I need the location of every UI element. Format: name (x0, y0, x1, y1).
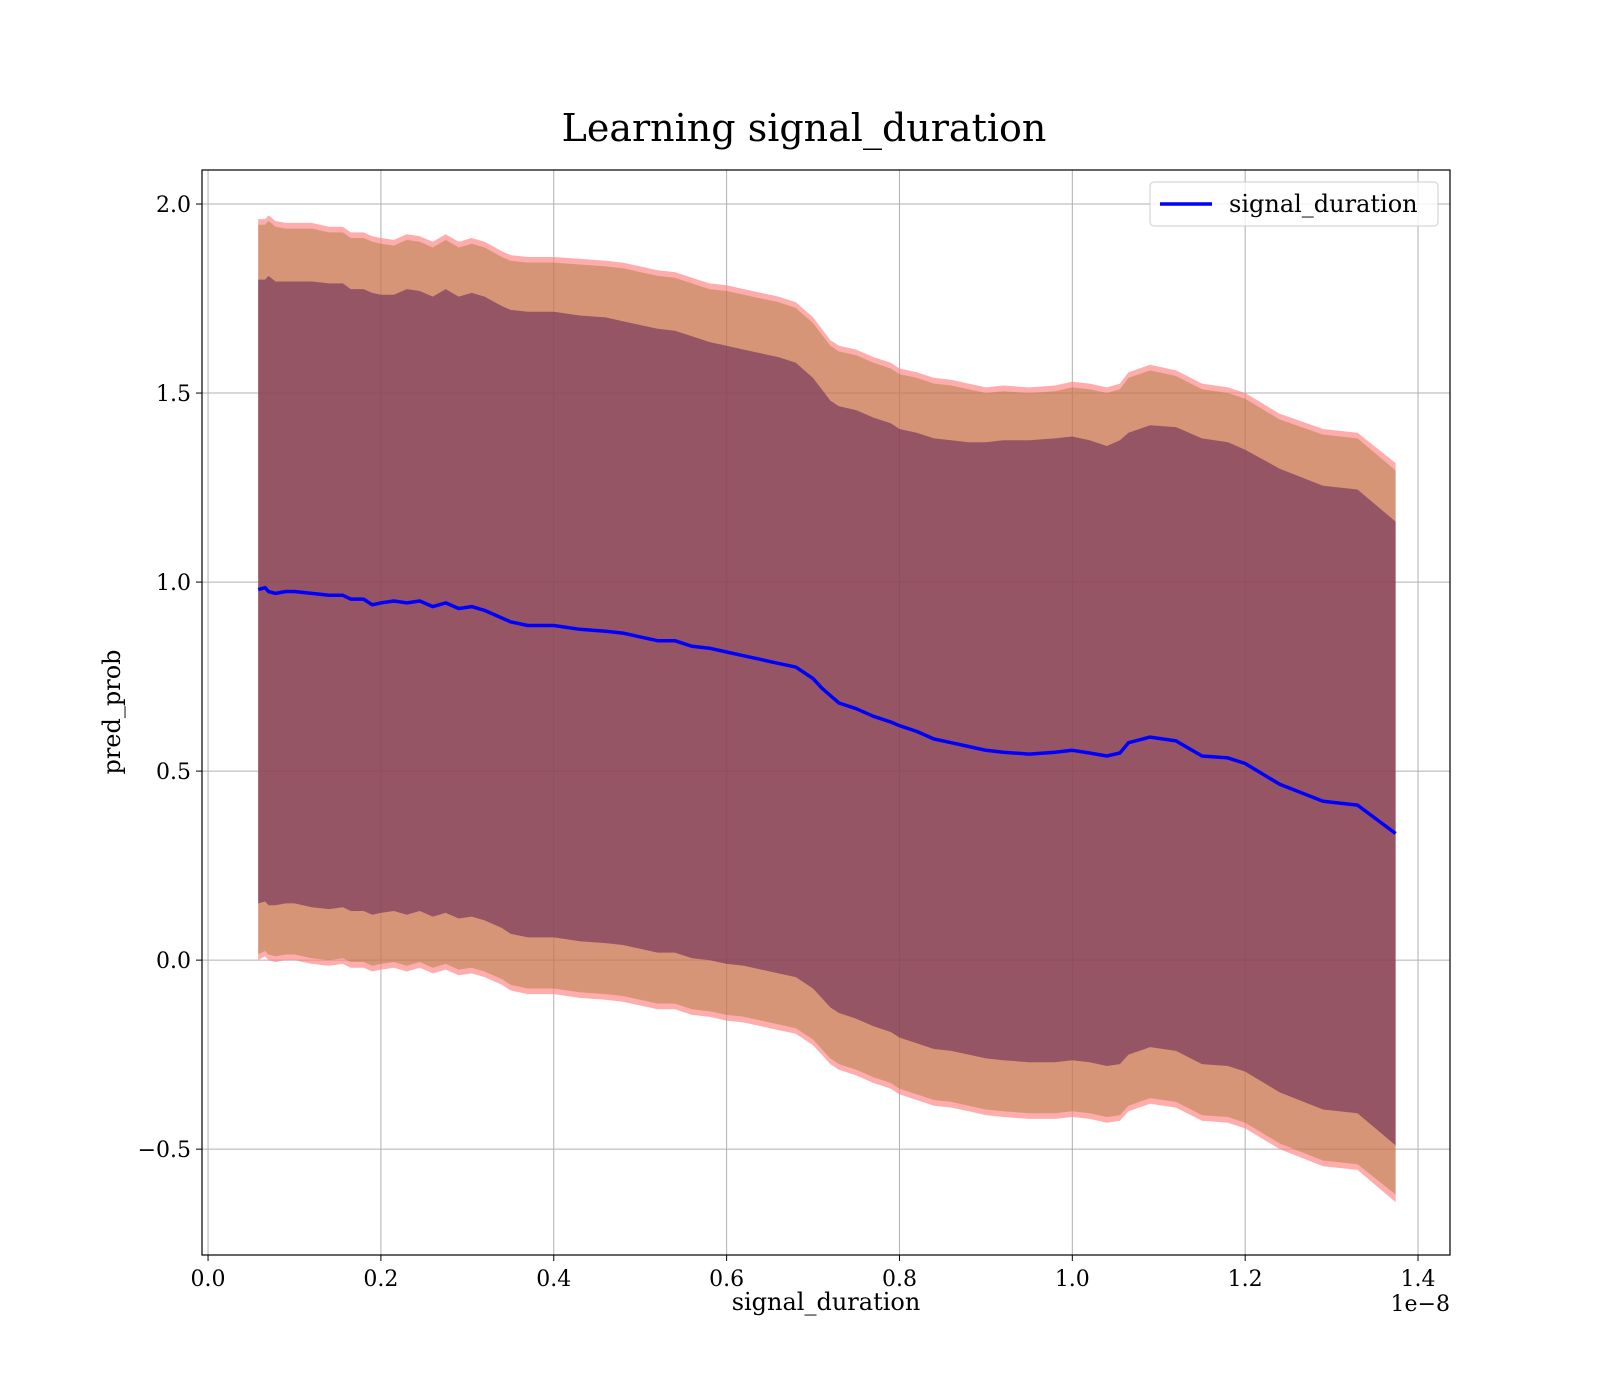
y-tick-label: 0.5 (156, 760, 191, 785)
x-axis-offset-text: 1e−8 (1391, 1292, 1450, 1317)
x-tick-label: 1.4 (1401, 1267, 1436, 1292)
x-tick-label: 0.8 (882, 1267, 917, 1292)
series-line-signal_duration (257, 585, 1397, 835)
x-tick-label: 0.4 (536, 1267, 571, 1292)
legend-box (1149, 181, 1439, 227)
chart-title: Learning signal_duration (562, 106, 1047, 151)
y-tick-label: 2.0 (156, 193, 191, 218)
y-tick-label: 1.5 (156, 382, 191, 407)
series-lines (257, 585, 1397, 835)
x-tick-label: 0.6 (709, 1267, 744, 1292)
legend: signal_duration (1149, 181, 1439, 227)
x-tick-label: 1.2 (1228, 1267, 1263, 1292)
x-tick-label: 0.0 (191, 1267, 226, 1292)
y-tick-label: 1.0 (156, 571, 191, 596)
legend-entry: signal_duration (1229, 190, 1418, 218)
y-axis-ticks: −0.5 0.0 0.5 1.0 1.5 2.0 (138, 193, 202, 1163)
plot-frame (201, 169, 1451, 1256)
x-axis-ticks: 0.0 0.2 0.4 0.6 0.8 1.0 1.2 1.4 (191, 1255, 1436, 1292)
y-tick-label: −0.5 (138, 1138, 191, 1163)
x-tick-label: 1.0 (1055, 1267, 1090, 1292)
y-axis-label: pred_prob (98, 649, 126, 774)
band-inner (258, 275, 1396, 1146)
uncertainty-bands (258, 215, 1396, 1203)
y-tick-label: 0.0 (156, 949, 191, 974)
x-axis-label: signal_duration (732, 1288, 921, 1316)
x-tick-label: 0.2 (363, 1267, 398, 1292)
